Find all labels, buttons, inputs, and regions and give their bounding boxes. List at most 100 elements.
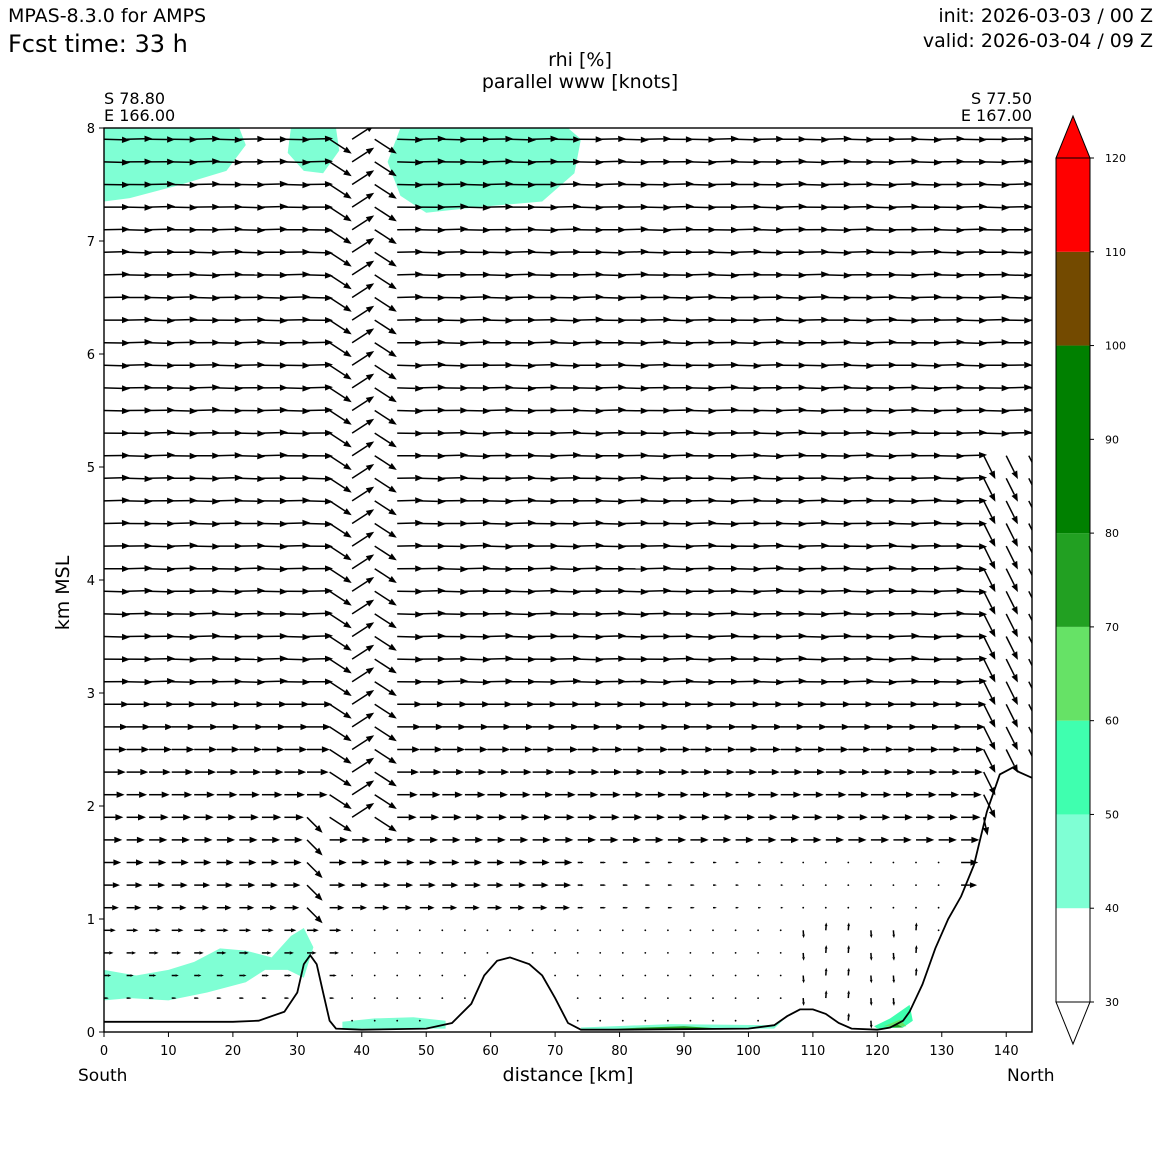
wind-vector xyxy=(803,339,830,346)
wind-vector xyxy=(487,632,514,640)
wind-vector xyxy=(848,655,875,663)
wind-vector xyxy=(600,452,627,459)
wind-vector xyxy=(1006,158,1032,165)
wind-vector xyxy=(600,317,627,324)
wind-vector xyxy=(848,588,875,595)
wind-vector xyxy=(374,477,397,493)
wind-vector xyxy=(171,430,198,437)
wind-vector xyxy=(149,588,176,595)
wind-vector xyxy=(983,794,996,819)
wind-vector xyxy=(284,928,297,933)
wind-vector xyxy=(397,611,424,618)
wind-vector xyxy=(532,656,559,663)
wind-vector xyxy=(780,249,807,256)
wind-vector xyxy=(104,248,130,255)
wind-vector xyxy=(171,565,198,572)
wind-vector xyxy=(487,452,514,459)
wind-vector xyxy=(645,227,672,234)
wind-vector xyxy=(374,681,397,696)
wind-vector xyxy=(351,260,375,276)
wind-vector xyxy=(690,588,717,595)
wind-vector xyxy=(667,158,694,165)
wind-vector xyxy=(239,361,266,368)
wind-vector xyxy=(825,768,848,776)
wind-vector xyxy=(645,181,672,188)
wind-vector xyxy=(645,520,672,527)
wind-vector xyxy=(735,452,762,459)
wind-vector xyxy=(104,565,130,572)
wind-vector xyxy=(870,906,872,909)
wind-vector xyxy=(961,678,988,685)
wind-vector xyxy=(893,814,913,821)
wind-vector xyxy=(239,836,258,844)
wind-vector xyxy=(509,248,536,255)
y-tick-label: 2 xyxy=(87,800,95,815)
wind-vector xyxy=(464,226,491,234)
wind-vector xyxy=(284,656,311,663)
wind-vector xyxy=(284,768,307,776)
wind-vector xyxy=(306,294,333,302)
wind-vector xyxy=(1005,726,1018,751)
wind-vector xyxy=(870,884,872,886)
x-tick-label: 20 xyxy=(225,1044,242,1059)
wind-vector xyxy=(171,836,190,844)
wind-vector xyxy=(284,859,302,866)
wind-vector xyxy=(577,249,604,256)
wind-vector xyxy=(644,929,647,932)
wind-vector xyxy=(351,283,375,299)
wind-vector xyxy=(374,771,397,787)
wind-vector xyxy=(1028,387,1032,389)
wind-vector xyxy=(419,655,446,663)
wind-vector xyxy=(645,204,672,211)
wind-vector xyxy=(1006,180,1032,188)
wind-vector xyxy=(667,929,669,932)
wind-vector xyxy=(374,138,397,154)
wind-vector xyxy=(261,362,288,369)
wind-vector xyxy=(577,407,604,415)
wind-vector xyxy=(915,519,942,527)
wind-vector xyxy=(532,791,554,798)
wind-vector xyxy=(464,181,491,189)
wind-vector xyxy=(171,452,198,460)
wind-vector xyxy=(915,204,942,211)
wind-vector xyxy=(510,882,526,888)
wind-vector xyxy=(442,633,469,640)
wind-vector xyxy=(622,339,649,347)
wind-vector xyxy=(306,339,333,346)
wind-vector xyxy=(577,271,604,278)
wind-vector xyxy=(1028,613,1032,622)
wind-vector xyxy=(825,226,852,234)
wind-vector xyxy=(306,135,333,142)
wind-vector xyxy=(712,929,714,932)
wind-vector xyxy=(600,884,606,887)
wind-vector xyxy=(532,701,558,708)
wind-vector xyxy=(329,364,352,380)
wind-vector xyxy=(487,158,514,165)
wind-vector xyxy=(983,136,1010,143)
wind-vector xyxy=(216,565,243,573)
wind-vector xyxy=(487,249,514,256)
wind-vector xyxy=(667,497,694,505)
wind-vector xyxy=(555,701,581,708)
wind-vector xyxy=(374,836,393,844)
wind-vector xyxy=(306,587,333,595)
wind-vector xyxy=(419,429,446,437)
wind-vector xyxy=(419,181,446,188)
wind-vector xyxy=(239,656,266,663)
start-longitude: E 166.00 xyxy=(104,106,176,125)
wind-vector xyxy=(803,204,830,211)
wind-vector xyxy=(758,475,785,482)
wind-vector xyxy=(645,814,665,821)
wind-vector xyxy=(284,293,311,301)
wind-vector xyxy=(306,565,333,572)
wind-vector xyxy=(397,181,424,189)
x-tick-label: 130 xyxy=(929,1044,954,1059)
wind-vector xyxy=(577,701,603,708)
wind-vector xyxy=(104,407,130,415)
wind-vector xyxy=(284,836,303,844)
wind-vector xyxy=(194,905,210,911)
wind-vector xyxy=(532,249,559,256)
rhi-region-3 xyxy=(104,928,314,1001)
wind-vector xyxy=(870,565,897,572)
plot-frame xyxy=(103,127,1033,1033)
